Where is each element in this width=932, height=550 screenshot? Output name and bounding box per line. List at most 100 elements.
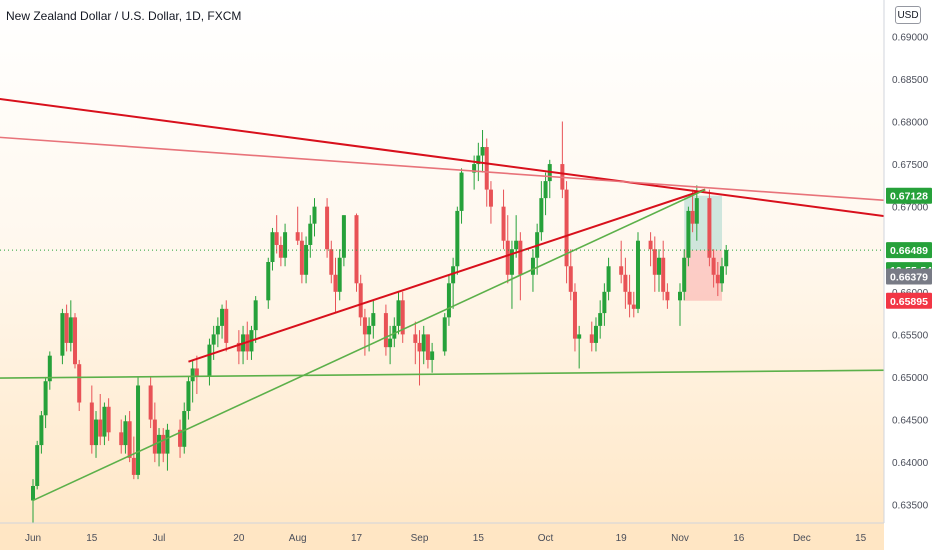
price-label-stop-bg	[886, 292, 932, 309]
candle-body	[396, 300, 401, 326]
candle-body	[631, 304, 636, 309]
trendline-green	[32, 188, 706, 502]
candle-body	[131, 457, 136, 475]
candle-body	[333, 274, 338, 292]
price-label-target-bg	[886, 187, 932, 204]
candle-body	[602, 291, 607, 314]
candle-body	[665, 291, 670, 301]
candle-body	[278, 244, 283, 258]
candle-body	[68, 317, 73, 343]
candle-body	[678, 291, 682, 301]
price-tick-label: 0.68000	[892, 117, 929, 128]
candle-body	[312, 206, 317, 224]
candle-body	[207, 344, 212, 377]
candle-body	[572, 291, 577, 339]
time-tick-label: Oct	[538, 533, 554, 544]
candle-body	[98, 419, 103, 437]
candle-body	[89, 402, 94, 446]
time-tick-label: Aug	[289, 533, 307, 544]
candle-body	[35, 445, 40, 486]
candle-body	[165, 429, 170, 454]
currency-button[interactable]: USD	[895, 6, 921, 24]
candle-body	[253, 300, 258, 331]
candle-body	[367, 325, 372, 335]
candle-body	[274, 232, 279, 245]
candle-body	[442, 317, 447, 352]
candle-body	[215, 325, 220, 335]
candle-body	[152, 419, 157, 454]
candle-body	[39, 415, 44, 446]
candle-body	[392, 325, 397, 339]
candle-body	[325, 206, 330, 250]
time-tick-label: 15	[86, 533, 98, 544]
candle-body	[539, 198, 544, 233]
candle-body	[64, 313, 69, 343]
candle-body	[178, 429, 183, 447]
candle-body	[136, 385, 141, 475]
candle-body	[190, 368, 195, 382]
candle-body	[299, 240, 304, 275]
candle-body	[724, 250, 729, 267]
candle-body	[690, 210, 695, 224]
price-tick-label: 0.64500	[892, 416, 929, 427]
candle-body	[211, 334, 216, 345]
candle-body	[362, 317, 367, 335]
candle-body	[413, 334, 418, 343]
time-tick-label: 16	[733, 533, 745, 544]
time-tick-label: Sep	[411, 533, 429, 544]
candle-body	[476, 155, 481, 165]
symbol-title: New Zealand Dollar / U.S. Dollar, 1D, FX…	[6, 9, 242, 23]
candle-body	[720, 266, 725, 284]
time-tick-label: Jun	[25, 533, 41, 544]
candle-body	[627, 291, 632, 305]
candle-body	[682, 257, 687, 292]
candle-body	[606, 266, 611, 292]
candle-body	[652, 249, 657, 275]
price-tick-label: 0.69000	[892, 32, 929, 43]
candle-body	[220, 308, 225, 326]
candle-body	[661, 257, 666, 292]
candle-body	[619, 266, 624, 275]
price-label-entry-bg	[886, 242, 932, 259]
trendline-red	[188, 188, 706, 363]
candle-body	[127, 421, 132, 458]
candle-body	[577, 334, 582, 339]
price-tick-label: 0.67500	[892, 160, 929, 171]
candle-body	[518, 240, 523, 275]
time-tick-label: 15	[855, 533, 867, 544]
price-tick-label: 0.63500	[892, 501, 929, 512]
candle-body	[358, 283, 363, 318]
candle-body	[707, 198, 712, 258]
candle-body	[94, 419, 99, 446]
candle-body	[161, 434, 166, 454]
time-tick-label: 20	[233, 533, 245, 544]
candle-body	[31, 485, 35, 501]
candle-body	[417, 342, 422, 352]
time-tick-label: Jul	[153, 533, 166, 544]
candle-body	[295, 232, 300, 241]
candle-body	[484, 147, 489, 190]
candle-body	[60, 313, 65, 356]
candle-body	[283, 232, 288, 258]
candle-body	[459, 172, 464, 211]
price-label-last-bg	[886, 268, 932, 285]
time-tick-label: Nov	[671, 533, 689, 544]
price-label-target: 0.67128	[890, 191, 928, 203]
candle-body	[102, 406, 107, 437]
candle-body	[694, 198, 699, 224]
candle-body	[530, 257, 535, 275]
candle-body	[341, 215, 346, 258]
candle-body	[194, 368, 199, 377]
trendline-pink	[0, 136, 891, 202]
candle-body	[715, 274, 720, 284]
candle-body	[186, 381, 191, 412]
time-axis: Jun 15 Jul 20 Aug 17 Sep 15 Oct 19 Nov 16 Dec 15	[0, 522, 884, 550]
candle-body	[182, 411, 187, 447]
candle-body	[472, 164, 477, 173]
candle-body	[593, 325, 598, 343]
candle-body	[564, 189, 569, 267]
candle-body	[236, 342, 241, 352]
